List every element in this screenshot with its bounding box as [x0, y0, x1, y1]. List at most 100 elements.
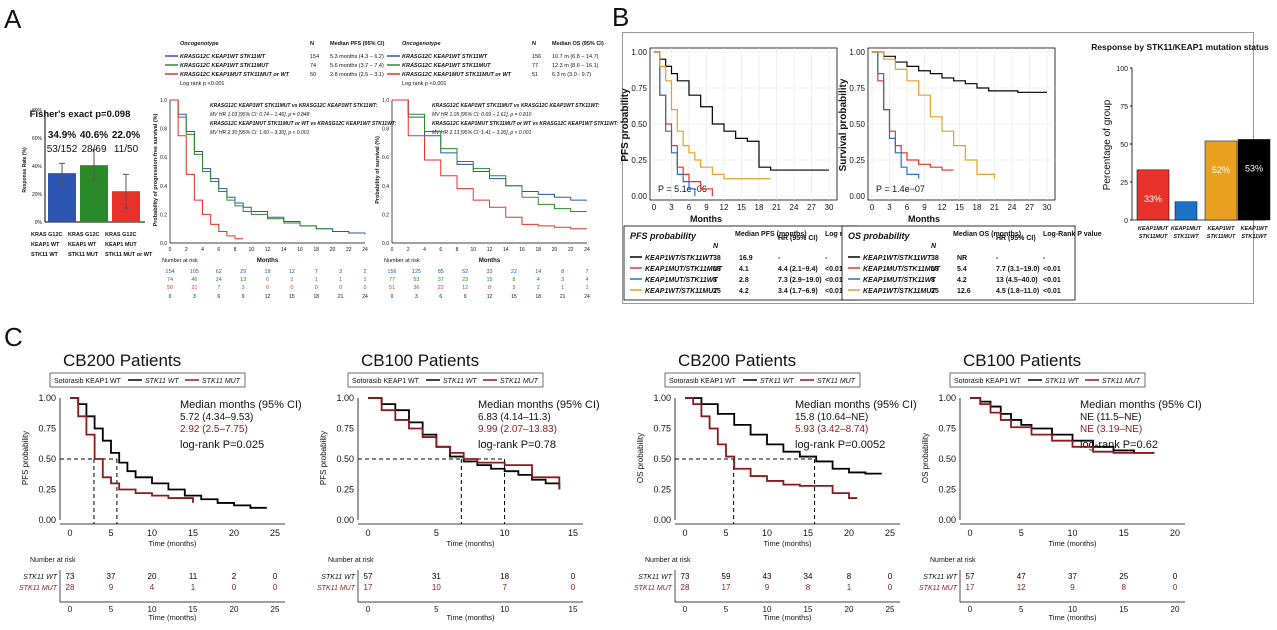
x-tick-label: 6	[687, 203, 692, 212]
x-tick-label: 18	[535, 247, 541, 253]
x-tick-label: 20	[229, 528, 239, 538]
risk-x-tick: 0	[391, 294, 394, 300]
x-tick-label: 12	[487, 247, 493, 253]
x-tick-label: 10	[248, 247, 254, 253]
risk-value: 12	[462, 285, 468, 291]
cb200-os-chart: CB200 Patients Sotorasib KEAP1 WT STK11 WT…	[634, 351, 917, 622]
table-n: 25	[931, 288, 939, 295]
x-tick-label: 15	[737, 203, 746, 212]
y-tick-label: 1.00	[631, 48, 647, 57]
risk-row-label: STK11 WT	[923, 574, 957, 581]
legend-box	[949, 372, 1146, 388]
annotation: KRASG12C KEAP1WT STK11MUT vs KRASG12C KE…	[210, 103, 378, 109]
logrank-label: Log rank p <0.001	[180, 81, 225, 87]
x-axis-label: Time (months)	[148, 539, 197, 548]
logrank-label: log-rank P=0.0052	[795, 439, 885, 451]
category-label: KEAP1 WT	[68, 242, 97, 248]
km-line-wt	[70, 397, 267, 509]
y-tick-label: 0.25	[38, 485, 56, 495]
legend-col-n: N	[310, 41, 314, 47]
risk-value: 2	[363, 269, 366, 275]
y-tick-label: 0.00	[653, 515, 671, 525]
risk-value: 12	[289, 269, 295, 275]
legend-label: STK11 MUT	[500, 378, 539, 385]
risk-x-tick: 5	[1019, 605, 1024, 614]
os-km-chart-a: Oncogenotype N Median OS (95% CI) KRASG12C …	[375, 41, 618, 300]
y-tick-label: 0.75	[38, 424, 56, 434]
y-axis-label: PFS probability	[620, 88, 631, 162]
x-tick-label: 10	[500, 528, 510, 538]
table-hr: 3.4 (1.7–6.9)	[778, 288, 818, 295]
x-tick-label: 25	[885, 528, 895, 538]
y-tick-label: 0.00	[336, 515, 354, 525]
y-tick-label: 0.75	[849, 84, 865, 93]
risk-label: Number at risk	[30, 557, 76, 564]
risk-row-label: STK11 MUT	[317, 585, 356, 592]
legend-label: STK11 WT	[145, 378, 179, 385]
y-tick-label: 40%	[32, 164, 43, 170]
x-tick-label: 21	[990, 203, 999, 212]
risk-x-tick: 6	[439, 294, 442, 300]
risk-x-tick: 15	[289, 294, 295, 300]
risk-value: 3	[242, 285, 245, 291]
risk-value: 33	[486, 269, 492, 275]
pct-label: 40.6%	[80, 130, 108, 141]
chart-title: Fisher's exact p=0.098	[30, 109, 131, 120]
risk-x-tick: 0	[366, 605, 371, 614]
x-tick-label: 12	[265, 247, 271, 253]
y-tick-label: 0.0	[382, 241, 389, 247]
risk-x-tick: 10	[148, 605, 157, 614]
legend-label: KRASG12C KEAP1WT STK11MUT	[180, 63, 269, 69]
response-by-mutation-bar-chart: Response by STK11/KEAP1 mutation status 0…	[1091, 42, 1271, 240]
risk-value: 57	[966, 572, 975, 581]
median-wt: NE (11.5–NE)	[1080, 412, 1142, 423]
table-median: NR	[957, 255, 967, 262]
pct-label: 22.0%	[112, 130, 140, 141]
x-tick-label: 18	[973, 203, 982, 212]
logrank-label: log-rank P=0.025	[180, 439, 264, 451]
y-tick-label: 0.50	[849, 120, 865, 129]
chart-title: CB200 Patients	[63, 351, 181, 370]
legend-label: KRASG12C KEAP1WT STK11WT	[402, 54, 488, 60]
median-head: Median months (95% CI)	[180, 399, 302, 411]
x-tick-label: 3	[887, 203, 892, 212]
km-line-WT/MUT	[872, 51, 996, 179]
y-tick-label: 0.2	[160, 212, 167, 218]
legend-n: 74	[310, 63, 316, 69]
y-tick-label: 80%	[32, 108, 43, 114]
risk-value: 8	[561, 269, 564, 275]
x-tick-label: 0	[67, 528, 72, 538]
median-mut: 9.99 (2.07–13.83)	[478, 424, 557, 435]
risk-x-tick: 25	[271, 605, 280, 614]
risk-value: 0	[888, 572, 893, 581]
risk-row-label: STK11 WT	[23, 574, 57, 581]
category-label: KRAS G12C	[68, 232, 100, 238]
risk-value: 73	[681, 572, 690, 581]
risk-value: 17	[722, 583, 731, 592]
risk-value: 15	[486, 277, 492, 283]
x-tick-label: 6	[439, 247, 442, 253]
x-tick-label: 20	[552, 247, 558, 253]
y-tick-label: 0.0	[160, 241, 167, 247]
legend-col-median: Median OS (95% CI)	[552, 41, 604, 47]
y-tick-label: 0.00	[38, 515, 56, 525]
y-tick-label: 0	[1124, 218, 1128, 225]
table-head: Median PFS (months)	[735, 231, 807, 238]
y-tick-label: 60%	[32, 136, 43, 142]
risk-value: 7	[217, 285, 220, 291]
risk-value: 12	[1017, 583, 1026, 592]
x-tick-label: 20	[844, 528, 854, 538]
risk-x-tick: 20	[230, 605, 239, 614]
y-tick-label: 0.75	[631, 84, 647, 93]
y-tick-label: 0.75	[336, 424, 354, 434]
y-tick-label: 0.25	[336, 485, 354, 495]
risk-value: 14	[535, 269, 541, 275]
x-tick-label: 5	[1019, 528, 1024, 538]
x-tick-label: 30	[1043, 203, 1052, 212]
category-label: STK11WT	[1241, 234, 1267, 240]
risk-value: 22	[511, 269, 517, 275]
legend-label: STK11 WT	[760, 378, 794, 385]
y-tick-label: 25	[1120, 180, 1128, 187]
x-tick-label: 10	[762, 528, 772, 538]
legend-n: 51	[532, 72, 538, 78]
